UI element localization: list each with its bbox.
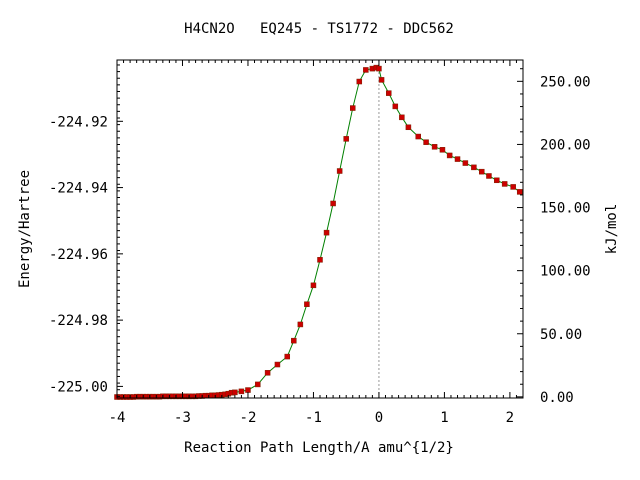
data-point: [392, 103, 399, 110]
data-point: [501, 181, 508, 187]
data-point: [486, 173, 492, 179]
y-axis-ticks: -225.00 -224.98 -224.96 -224.94 -224.92: [49, 64, 123, 397]
y2-tick-label: 0.00: [540, 390, 574, 406]
data-point: [378, 77, 385, 83]
data-point: [462, 160, 469, 166]
data-point: [399, 114, 405, 121]
y2-tick-label: 50.00: [540, 327, 582, 343]
y2-tick-label: 150.00: [540, 201, 591, 217]
data-point: [510, 184, 516, 190]
x-tick-label: -4: [109, 410, 126, 426]
data-point: [356, 78, 363, 85]
data-point: [454, 156, 461, 162]
y-tick-label: -224.92: [49, 114, 108, 130]
data-point: [264, 370, 271, 376]
data-point: [232, 389, 238, 396]
data-point: [446, 152, 453, 159]
data-point: [245, 387, 251, 393]
y-tick-label: -225.00: [49, 379, 108, 395]
data-point: [336, 168, 343, 174]
x-tick-label: -1: [305, 410, 322, 426]
data-point: [310, 282, 317, 289]
data-point: [343, 136, 349, 142]
data-point: [304, 301, 310, 307]
y-tick-label: -224.94: [49, 181, 108, 197]
energy-series: [114, 64, 523, 400]
x-tick-label: 2: [506, 410, 514, 426]
data-point: [349, 105, 356, 111]
data-point: [471, 164, 477, 171]
x-tick-label: -3: [174, 410, 191, 426]
plot-frame: [116, 59, 524, 399]
data-point: [317, 257, 323, 263]
data-point: [255, 381, 261, 388]
data-point: [284, 353, 291, 360]
data-point: [478, 168, 485, 175]
y2-tick-label: 200.00: [540, 137, 591, 153]
y-tick-label: -224.96: [49, 247, 108, 263]
y2-tick-label: 100.00: [540, 264, 591, 280]
data-point: [363, 67, 369, 73]
data-point: [291, 337, 297, 344]
data-point: [323, 229, 330, 236]
y2-axis-label: kJ/mol: [604, 204, 620, 255]
data-point: [386, 90, 392, 96]
x-axis-label: Reaction Path Length/A amu^{1/2}: [184, 440, 454, 456]
data-point: [405, 124, 412, 131]
x-axis-ticks: -4 -3 -2 -1 0 1 2: [109, 60, 524, 426]
series-line: [117, 67, 521, 398]
data-point: [494, 177, 500, 184]
data-point: [415, 133, 421, 140]
data-point: [238, 388, 245, 395]
data-point: [516, 189, 523, 195]
data-point: [431, 144, 438, 150]
x-tick-label: 0: [375, 410, 383, 426]
data-point: [297, 321, 304, 328]
x-tick-label: -2: [240, 410, 257, 426]
x-tick-label: 1: [440, 410, 448, 426]
y2-axis-ticks: 0.00 50.00 100.00 150.00 200.00 250.00: [517, 68, 591, 406]
y-tick-label: -224.98: [49, 313, 108, 329]
data-point: [274, 361, 281, 368]
y2-tick-label: 250.00: [540, 74, 591, 90]
data-point: [330, 200, 336, 207]
data-point: [376, 65, 382, 72]
data-point: [439, 147, 446, 153]
data-point: [423, 139, 429, 145]
chart-title: H4CN2O EQ245 - TS1772 - DDC562: [184, 21, 454, 37]
y-axis-label: Energy/Hartree: [17, 170, 33, 288]
